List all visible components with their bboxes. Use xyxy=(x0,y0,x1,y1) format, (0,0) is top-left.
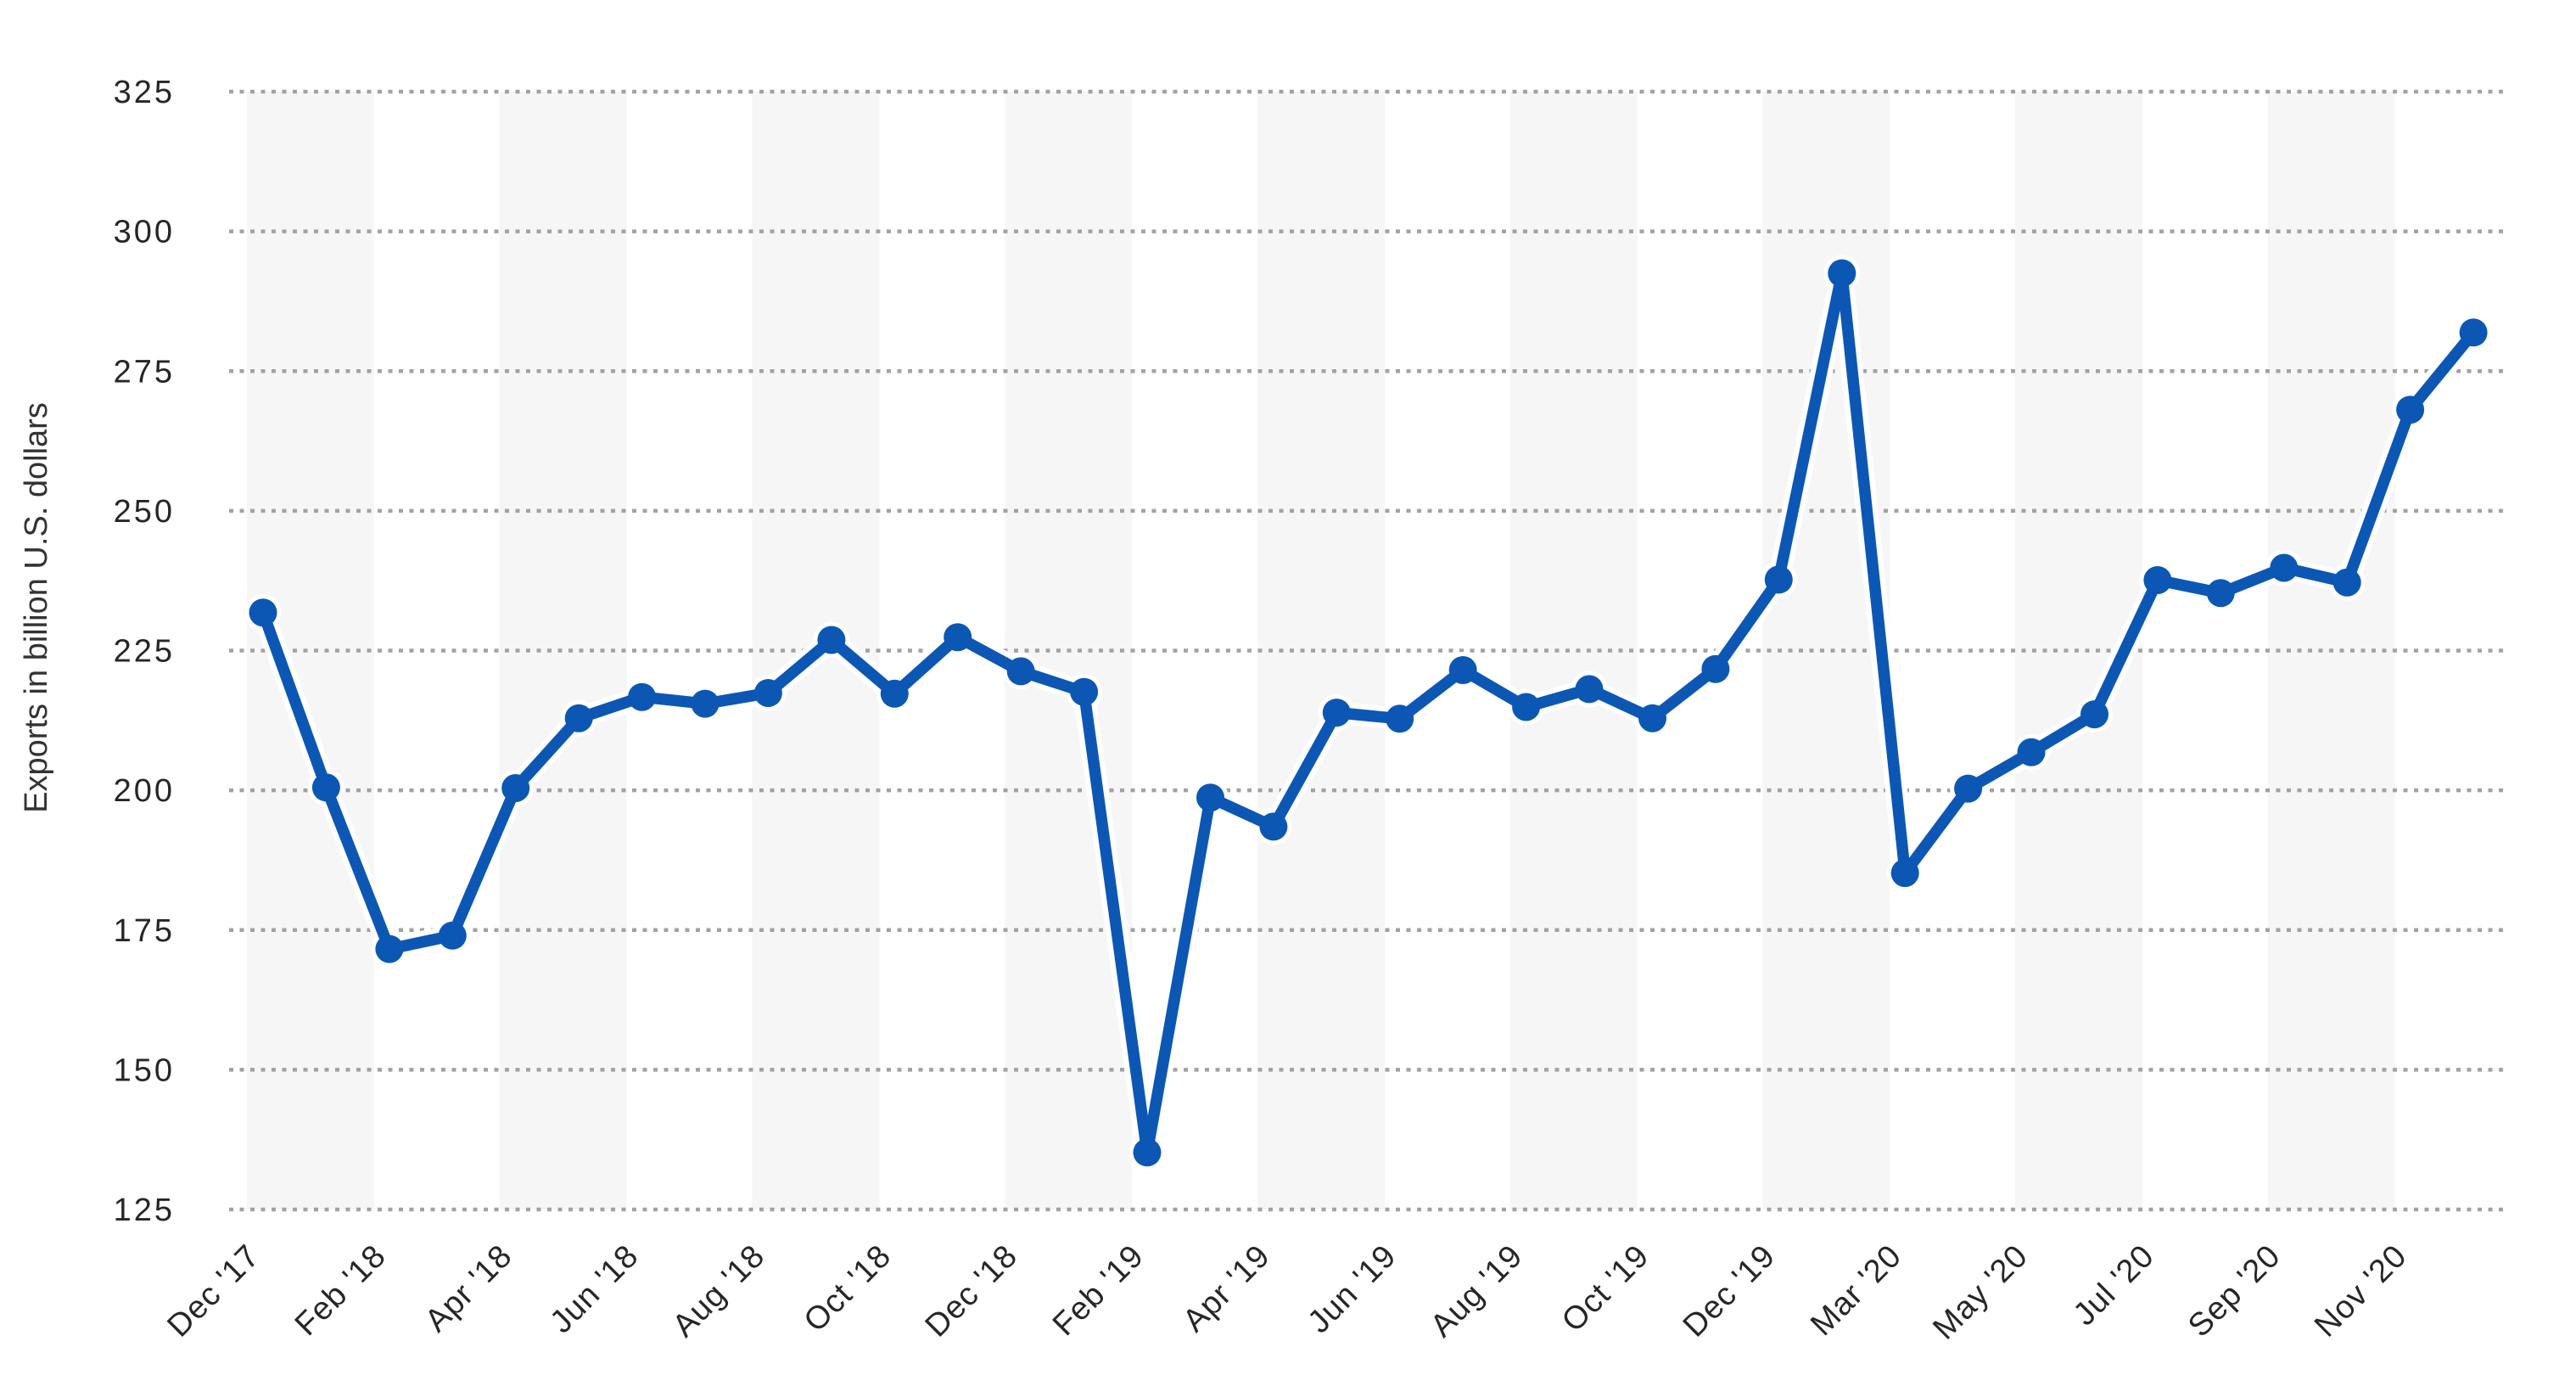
data-point[interactable] xyxy=(1764,565,1793,594)
data-point[interactable] xyxy=(1448,656,1477,684)
data-point[interactable] xyxy=(1196,783,1224,812)
background-band xyxy=(1509,92,1638,1209)
data-point[interactable] xyxy=(691,689,720,718)
x-axis-tick-labels: Dec '17 Feb '18 Apr '18 Jun '18 Aug '18 Oct '… xyxy=(160,1238,2414,1347)
x-tick-label: Dec '17 xyxy=(160,1238,266,1344)
x-tick-label: Oct '18 xyxy=(798,1238,899,1339)
x-tick-label: Apr '19 xyxy=(1176,1238,1277,1339)
data-point[interactable] xyxy=(2206,579,2235,608)
x-tick-label: Aug '18 xyxy=(666,1238,772,1344)
x-tick-label: Jun '18 xyxy=(544,1238,646,1340)
data-point[interactable] xyxy=(2017,738,2046,766)
data-point[interactable] xyxy=(2459,318,2488,347)
data-point[interactable] xyxy=(880,679,909,708)
x-tick-label: Jun '19 xyxy=(1302,1238,1403,1340)
data-point[interactable] xyxy=(249,598,277,627)
y-tick-label: 200 xyxy=(114,773,175,809)
y-tick-label: 325 xyxy=(114,75,175,110)
y-tick-label: 250 xyxy=(114,494,175,530)
data-point[interactable] xyxy=(817,626,846,654)
y-tick-label: 175 xyxy=(114,913,175,949)
y-tick-label: 225 xyxy=(114,634,175,670)
x-tick-label: Feb '19 xyxy=(1046,1238,1151,1343)
data-point[interactable] xyxy=(2332,568,2361,597)
data-point[interactable] xyxy=(1322,699,1351,727)
data-point[interactable] xyxy=(753,679,782,707)
data-point[interactable] xyxy=(1575,675,1604,704)
y-axis-tick-labels: 125 150 175 200 225 250 275 300 325 xyxy=(114,75,175,1228)
data-point[interactable] xyxy=(311,773,340,802)
x-tick-label: Nov '20 xyxy=(2308,1238,2414,1344)
x-tick-label: Feb '18 xyxy=(288,1238,393,1343)
x-tick-label: Jul '20 xyxy=(2067,1238,2161,1333)
y-tick-label: 275 xyxy=(114,354,175,390)
data-point[interactable] xyxy=(1638,704,1666,732)
data-point[interactable] xyxy=(1006,657,1035,686)
data-point[interactable] xyxy=(438,921,467,950)
x-tick-label: Dec '19 xyxy=(1677,1238,1783,1344)
data-point[interactable] xyxy=(2396,396,2425,424)
data-point[interactable] xyxy=(1828,259,1856,288)
x-tick-label: Dec '18 xyxy=(919,1238,1025,1344)
data-point[interactable] xyxy=(1386,704,1414,733)
data-point[interactable] xyxy=(1259,812,1288,841)
x-tick-label: Aug '19 xyxy=(1424,1238,1530,1344)
data-point[interactable] xyxy=(944,623,972,652)
data-point[interactable] xyxy=(2270,553,2299,582)
data-point[interactable] xyxy=(375,934,404,963)
data-point[interactable] xyxy=(1701,654,1730,683)
data-point[interactable] xyxy=(1070,677,1099,706)
exports-series xyxy=(244,255,2492,1171)
gridlines-layer xyxy=(229,89,2503,1212)
y-tick-label: 125 xyxy=(114,1193,175,1228)
data-point[interactable] xyxy=(628,682,657,711)
y-tick-label: 300 xyxy=(114,215,175,250)
data-point[interactable] xyxy=(501,774,530,802)
y-axis-title: Exports in billion U.S. dollars xyxy=(19,402,54,813)
x-tick-label: Sep '20 xyxy=(2181,1238,2288,1344)
data-point[interactable] xyxy=(2080,700,2108,729)
background-band xyxy=(1257,92,1385,1209)
x-tick-label: Oct '19 xyxy=(1555,1238,1656,1339)
x-tick-label: May '20 xyxy=(1926,1238,2035,1347)
x-tick-label: Apr '18 xyxy=(418,1238,519,1339)
data-point[interactable] xyxy=(1954,774,1983,803)
data-point[interactable] xyxy=(1512,693,1541,721)
x-tick-label: Mar '20 xyxy=(1804,1238,1908,1343)
data-point[interactable] xyxy=(1133,1138,1162,1167)
data-point[interactable] xyxy=(1890,859,1919,888)
y-tick-label: 150 xyxy=(114,1052,175,1088)
background-band xyxy=(499,92,627,1209)
data-point[interactable] xyxy=(2143,566,2172,594)
data-point[interactable] xyxy=(564,704,593,732)
